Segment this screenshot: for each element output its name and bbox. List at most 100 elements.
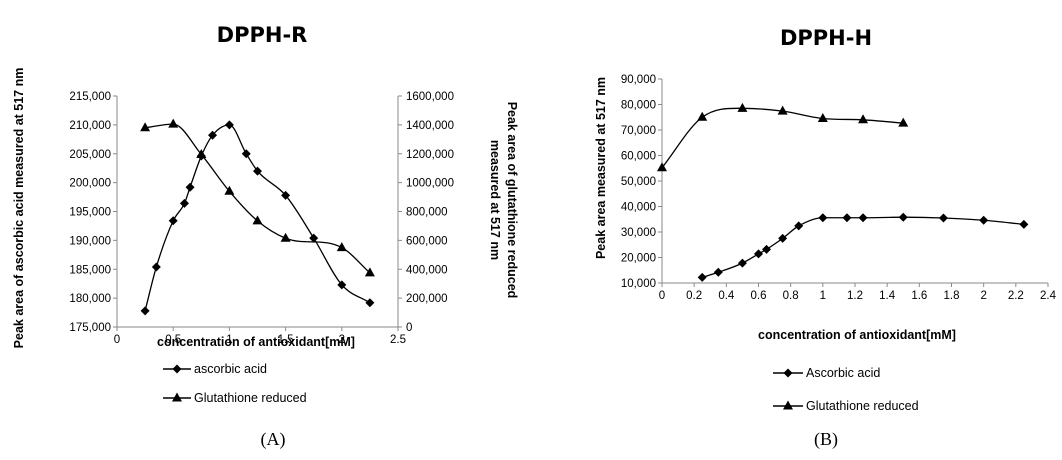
chart-b: DPPH-H Peak area measured at 517 nm conc… [594,26,1057,450]
x-tick-label: 0 [659,290,665,302]
y-tick-label: 210,000 [69,120,111,132]
y-tick-label: 215,000 [69,91,111,103]
chart-b-plot: 0 0.2 0.4 0.6 0.8 1 1.2 1.4 1.6 1.8 2 2.2 2.4 10,000 2… [621,74,1057,302]
data-point-ascorbic-acid [337,280,347,290]
data-point-glutathione-reduced [697,111,708,121]
x-tick-label: 2 [980,290,986,302]
chart-a-y-axis-label: Peak area of ascorbic acid measured at 5… [12,68,26,349]
x-tick-label: 2.5 [390,334,406,346]
x-tick-label: 1.2 [847,290,863,302]
y-tick-label: 70,000 [621,125,656,137]
data-point-glutathione-reduced [196,148,207,158]
x-tick-label: 0.8 [783,290,799,302]
x-tick-label: 2.2 [1008,290,1024,302]
data-point-glutathione-reduced [777,105,788,115]
chart-a-plot: 0 0.5 1 1.5 2 2.5 175,000 180,000 185,000 190,000… [69,91,454,346]
data-point-glutathione-reduced [336,242,347,252]
x-tick-label: 1.6 [911,290,927,302]
y2-tick-label: 1200,000 [406,149,454,161]
data-point-ascorbic-acid [208,130,218,140]
data-point-glutathione-reduced [280,232,291,242]
data-point-ascorbic-acid [168,216,178,226]
data-point-ascorbic-acid [151,262,161,272]
y-tick-label: 10,000 [621,278,656,290]
y-tick-label: 180,000 [69,293,111,305]
data-point-glutathione-reduced [858,114,869,124]
x-tick-label: 0.6 [751,290,767,302]
data-point-ascorbic-acid [794,221,804,231]
data-point-ascorbic-acid [140,306,150,316]
data-point-ascorbic-acid [938,213,948,223]
y-tick-label: 205,000 [69,149,111,161]
legend-marker-triangle [783,400,793,410]
x-tick-label: 2 [339,334,345,346]
data-point-ascorbic-acid [224,120,234,130]
y2-tick-label: 200,000 [406,293,448,305]
data-point-ascorbic-acid [253,166,262,176]
data-point-ascorbic-acid [179,198,189,208]
y2-tick-label: 600,000 [406,235,448,247]
y2-tick-label: 1600,000 [406,91,454,103]
data-point-glutathione-reduced [737,102,748,112]
data-point-glutathione-reduced [168,118,179,128]
data-point-ascorbic-acid [842,213,852,223]
chart-a: DPPH-R Peak area of ascorbic acid measur… [12,23,519,450]
data-point-ascorbic-acid [281,190,291,200]
data-point-ascorbic-acid [898,212,908,222]
x-tick-label: 2.4 [1040,290,1057,302]
y-tick-label: 50,000 [621,176,656,188]
y-tick-label: 175,000 [69,322,111,334]
y-tick-label: 30,000 [621,227,656,239]
data-point-glutathione-reduced [140,122,151,132]
chart-b-legend-ascorbic-acid: Ascorbic acid [806,366,880,380]
chart-b-x-axis-label: concentration of antioxidant[mM] [758,328,956,342]
y-tick-label: 200,000 [69,178,111,190]
y-tick-label: 20,000 [621,253,656,265]
data-point-glutathione-reduced [817,113,828,123]
x-tick-label: 1.8 [944,290,960,302]
data-point-ascorbic-acid [858,213,868,223]
data-point-glutathione-reduced [252,215,263,225]
chart-a-y2-axis-label-line2: measured at 517 nm [488,140,502,260]
data-point-glutathione-reduced [898,117,909,127]
x-tick-label: 1.4 [879,290,896,302]
chart-a-x-axis-label: concentration of antioxidant[mM] [157,335,355,349]
data-point-ascorbic-acid [241,149,251,159]
x-tick-label: 1 [226,334,232,346]
chart-b-title: DPPH-H [780,26,872,50]
data-point-ascorbic-acid [818,213,828,223]
legend-marker-diamond [172,364,182,374]
x-tick-label: 0.5 [165,334,181,346]
y-tick-label: 195,000 [69,207,111,219]
x-tick-label: 1.5 [278,334,294,346]
chart-b-y-axis-label: Peak area measured at 517 nm [594,77,608,259]
data-point-ascorbic-acid [778,233,788,243]
y2-tick-label: 800,000 [406,207,448,219]
series-line-glutathione-reduced [145,123,371,274]
chart-a-title: DPPH-R [217,23,308,47]
y-tick-label: 80,000 [621,100,656,112]
data-point-ascorbic-acid [1019,219,1029,229]
y-tick-label: 185,000 [69,264,111,276]
y-tick-label: 60,000 [621,151,656,163]
y2-tick-label: 0 [406,322,412,334]
legend-marker-diamond [783,368,793,378]
data-point-ascorbic-acid [309,233,319,243]
y-tick-label: 90,000 [621,74,656,86]
x-tick-label: 0.2 [686,290,702,302]
panel-label-b: (B) [814,429,838,450]
legend-marker-triangle [172,392,182,402]
series-line-ascorbic-acid [702,216,1024,279]
data-point-glutathione-reduced [657,162,667,172]
y-tick-label: 40,000 [621,202,656,214]
x-tick-label: 0 [114,334,120,346]
data-point-ascorbic-acid [762,244,772,254]
chart-a-legend-ascorbic-acid: ascorbic acid [194,362,267,376]
y-tick-label: 190,000 [69,235,111,247]
y2-tick-label: 1000,000 [406,178,454,190]
chart-b-legend-glutathione: Glutathione reduced [806,399,919,413]
chart-a-y2-axis-label-line1: Peak area of glutathione reduced [505,102,519,299]
data-point-ascorbic-acid [979,215,989,225]
chart-a-legend-glutathione: Glutathione reduced [194,391,307,405]
